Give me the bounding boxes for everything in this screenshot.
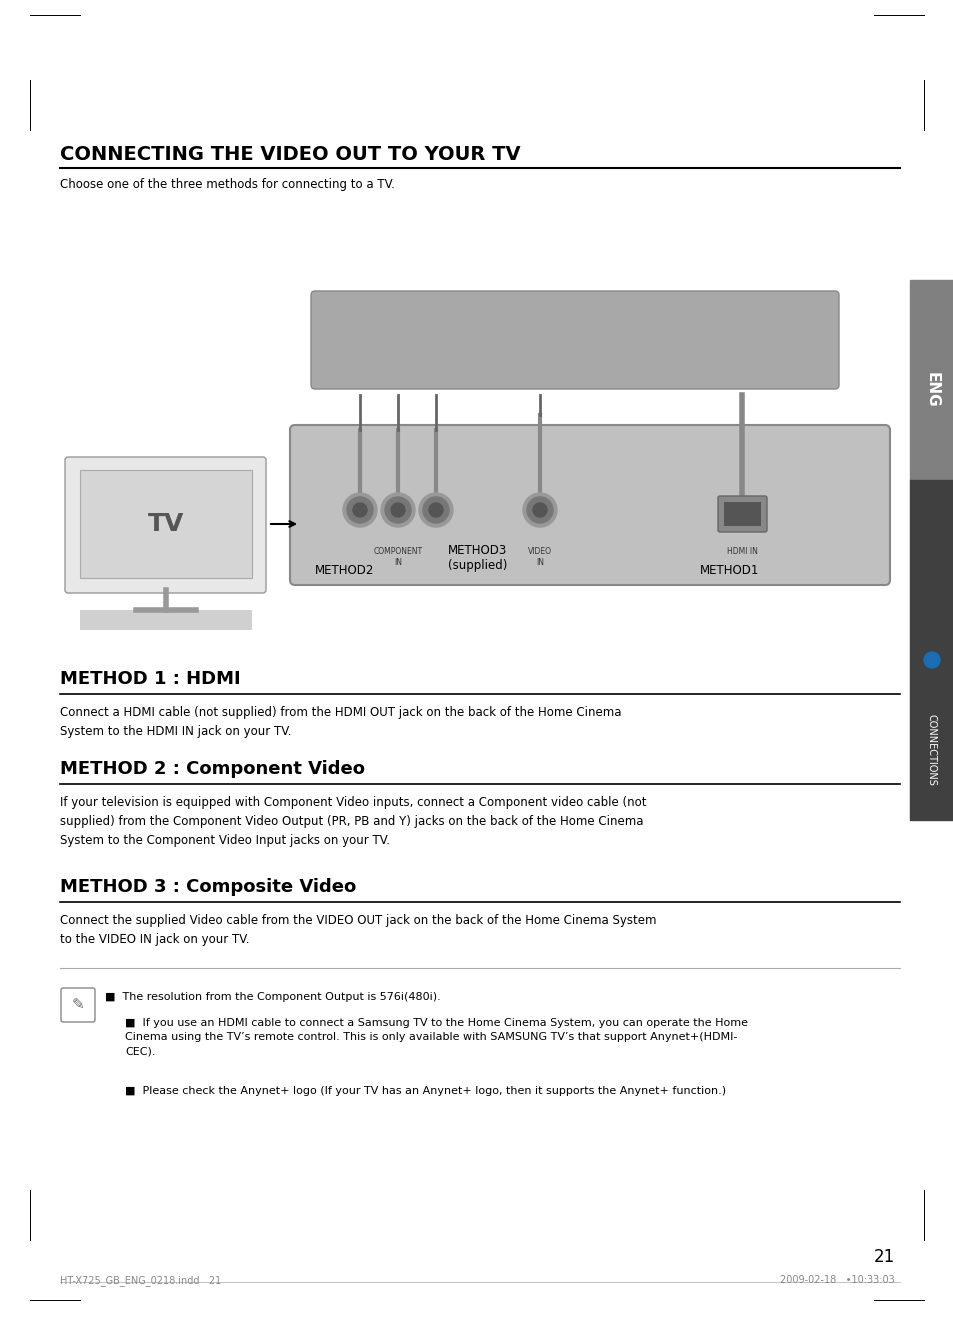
FancyBboxPatch shape — [61, 988, 95, 1021]
Circle shape — [385, 497, 411, 523]
Circle shape — [522, 493, 557, 527]
Text: METHOD2: METHOD2 — [314, 564, 374, 577]
Text: ■  If you use an HDMI cable to connect a Samsung TV to the Home Cinema System, y: ■ If you use an HDMI cable to connect a … — [125, 1017, 747, 1056]
Text: CONNECTING THE VIDEO OUT TO YOUR TV: CONNECTING THE VIDEO OUT TO YOUR TV — [60, 145, 520, 163]
Text: ✎: ✎ — [71, 998, 84, 1012]
Text: METHOD3
(supplied): METHOD3 (supplied) — [448, 544, 507, 572]
Circle shape — [923, 652, 939, 668]
Bar — [723, 502, 760, 526]
Circle shape — [343, 493, 376, 527]
Text: ■  The resolution from the Component Output is 576i(480i).: ■ The resolution from the Component Outp… — [105, 992, 440, 1002]
Circle shape — [391, 503, 405, 517]
Circle shape — [429, 503, 442, 517]
FancyBboxPatch shape — [290, 424, 889, 585]
Text: Connect a HDMI cable (not supplied) from the HDMI OUT jack on the back of the Ho: Connect a HDMI cable (not supplied) from… — [60, 706, 620, 738]
Bar — [909, 279, 953, 480]
Text: 2009-02-18   •10:33:03: 2009-02-18 •10:33:03 — [780, 1275, 894, 1285]
Bar — [80, 610, 252, 630]
Text: ■  Please check the Anynet+ logo (If your TV has an Anynet+ logo, then it suppor: ■ Please check the Anynet+ logo (If your… — [125, 1086, 725, 1097]
Text: VIDEO
IN: VIDEO IN — [527, 547, 552, 567]
Text: Connect the supplied Video cable from the VIDEO OUT jack on the back of the Home: Connect the supplied Video cable from th… — [60, 913, 656, 946]
Circle shape — [422, 497, 449, 523]
Text: TV: TV — [148, 511, 184, 536]
Text: METHOD 1 : HDMI: METHOD 1 : HDMI — [60, 670, 240, 688]
FancyBboxPatch shape — [718, 496, 766, 532]
Text: ENG: ENG — [923, 372, 939, 407]
Text: If your television is equipped with Component Video inputs, connect a Component : If your television is equipped with Comp… — [60, 796, 646, 847]
Text: CONNECTIONS: CONNECTIONS — [926, 714, 936, 786]
Text: COMPONENT
IN: COMPONENT IN — [373, 547, 422, 567]
Bar — [80, 471, 252, 579]
Text: HDMI IN: HDMI IN — [726, 547, 757, 556]
Text: METHOD 3 : Composite Video: METHOD 3 : Composite Video — [60, 878, 355, 896]
Circle shape — [526, 497, 553, 523]
Circle shape — [380, 493, 415, 527]
Text: HT-X725_GB_ENG_0218.indd   21: HT-X725_GB_ENG_0218.indd 21 — [60, 1275, 221, 1286]
Circle shape — [418, 493, 453, 527]
Text: 21: 21 — [873, 1248, 894, 1267]
FancyBboxPatch shape — [311, 291, 838, 389]
Circle shape — [347, 497, 373, 523]
Circle shape — [533, 503, 546, 517]
Text: METHOD 2 : Component Video: METHOD 2 : Component Video — [60, 760, 365, 778]
Circle shape — [353, 503, 367, 517]
FancyBboxPatch shape — [65, 457, 266, 593]
Text: Choose one of the three methods for connecting to a TV.: Choose one of the three methods for conn… — [60, 178, 395, 191]
Text: METHOD1: METHOD1 — [700, 564, 759, 577]
Bar — [909, 480, 953, 820]
